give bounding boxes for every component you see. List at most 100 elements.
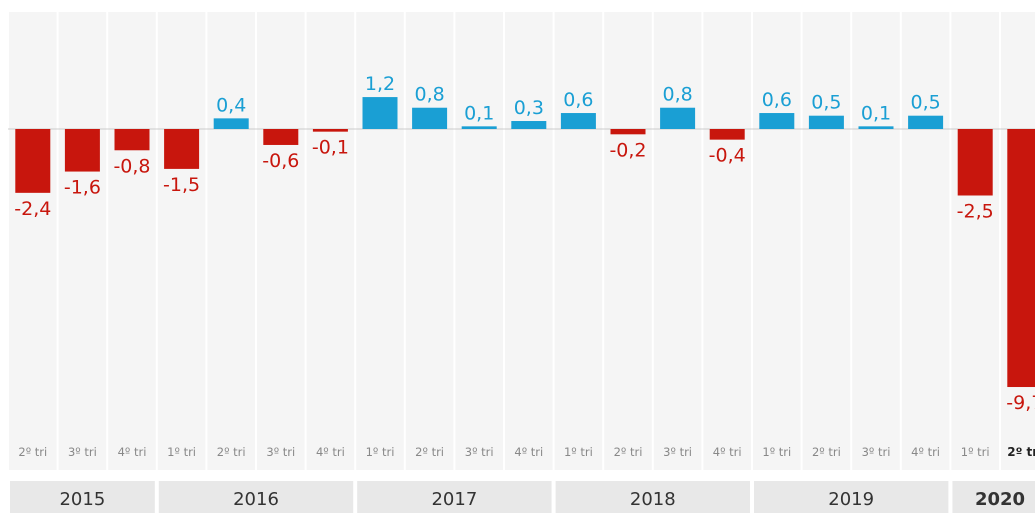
quarter-tick-label: 3º tri — [862, 445, 891, 459]
column-band — [951, 12, 999, 470]
quarter-tick-label: 2º tri — [812, 445, 841, 459]
quarter-tick-label: 4º tri — [514, 445, 543, 459]
value-label: 0,5 — [910, 92, 940, 114]
value-label: -0,2 — [609, 139, 646, 161]
bar — [114, 129, 150, 151]
column-band — [703, 12, 751, 470]
bar — [709, 129, 745, 140]
value-label: 1,2 — [365, 73, 395, 95]
quarter-tick-label: 2º tri — [1007, 445, 1035, 459]
year-label: 2018 — [630, 489, 676, 510]
column-band — [505, 12, 553, 470]
value-label: -0,6 — [262, 150, 299, 172]
value-label: -0,8 — [113, 155, 150, 177]
value-label: -2,4 — [14, 198, 51, 220]
bar — [610, 129, 646, 135]
value-label: -2,5 — [957, 201, 994, 223]
bar — [362, 97, 398, 129]
quarter-ticks-group: 2º tri 3º tri 4º tri 1º tri 2º tri 3º tri 4º t… — [18, 445, 1035, 459]
quarter-tick-label: 3º tri — [266, 445, 295, 459]
quarter-tick-label: 2º tri — [415, 445, 444, 459]
value-label: 0,5 — [811, 92, 841, 114]
quarter-tick-label: 4º tri — [713, 445, 742, 459]
quarter-tick-label: 1º tri — [961, 445, 990, 459]
column-band — [852, 12, 900, 470]
column-band — [455, 12, 503, 470]
column-band — [207, 12, 255, 470]
bar — [213, 118, 249, 129]
column-band — [306, 12, 355, 470]
column-band — [9, 12, 57, 470]
quarter-tick-label: 1º tri — [762, 445, 791, 459]
bar — [263, 129, 299, 145]
value-label: 0,1 — [464, 102, 494, 124]
quarter-tick-label: 2º tri — [18, 445, 47, 459]
quarter-tick-label: 4º tri — [911, 445, 940, 459]
year-label: 2020 — [975, 489, 1025, 510]
value-label: 0,6 — [563, 89, 593, 111]
quarter-tick-label: 4º tri — [118, 445, 147, 459]
column-band — [554, 12, 603, 470]
column-band — [58, 12, 107, 470]
column-band — [653, 12, 702, 470]
bar — [164, 129, 200, 169]
bar — [412, 107, 448, 129]
bar — [957, 129, 993, 196]
value-label: -1,5 — [163, 174, 200, 196]
value-label: 0,8 — [662, 84, 692, 106]
column-band — [753, 12, 801, 470]
bar — [908, 115, 944, 129]
value-label: -0,4 — [709, 145, 746, 167]
quarter-tick-label: 1º tri — [366, 445, 395, 459]
bar — [808, 115, 844, 129]
bar — [858, 126, 894, 129]
year-bands-group: 2015 2016 2017 2018 2019 2020 — [10, 481, 1035, 513]
column-band — [257, 12, 305, 470]
year-band — [754, 481, 949, 513]
quarter-tick-label: 2º tri — [217, 445, 246, 459]
bars-group — [15, 97, 1035, 388]
value-label: 0,3 — [514, 97, 544, 119]
column-band — [356, 12, 404, 470]
value-label: 0,1 — [861, 102, 891, 124]
value-label: 0,6 — [762, 89, 792, 111]
bar — [511, 121, 547, 129]
value-label: -0,1 — [312, 137, 349, 159]
value-label: 0,8 — [414, 84, 444, 106]
year-band — [555, 481, 750, 513]
year-label: 2017 — [431, 489, 477, 510]
bar — [1007, 129, 1035, 388]
column-band — [604, 12, 652, 470]
value-labels-group: -2,4 -1,6 -0,8 -1,5 0,4 -0,6 -0,1 1,2 0,8 0,1 0,3 0… — [14, 73, 1035, 414]
column-band — [405, 12, 454, 470]
year-label: 2016 — [233, 489, 279, 510]
year-label: 2015 — [59, 489, 105, 510]
year-band — [357, 481, 552, 513]
column-band — [802, 12, 851, 470]
quarter-tick-label: 1º tri — [564, 445, 593, 459]
value-label: 0,4 — [216, 94, 246, 116]
bar — [15, 129, 51, 193]
column-band — [108, 12, 156, 470]
column-band — [901, 12, 950, 470]
column-band — [157, 12, 206, 470]
year-label: 2019 — [828, 489, 874, 510]
bar — [312, 129, 348, 132]
value-label: -1,6 — [64, 177, 101, 199]
bar — [660, 107, 696, 129]
year-band — [10, 481, 155, 513]
quarter-tick-label: 1º tri — [167, 445, 196, 459]
quarter-tick-label: 3º tri — [465, 445, 494, 459]
quarter-tick-label: 4º tri — [316, 445, 345, 459]
bar — [64, 129, 100, 172]
bar — [560, 113, 596, 129]
quarter-tick-label: 3º tri — [663, 445, 692, 459]
quarter-tick-label: 2º tri — [614, 445, 643, 459]
year-band — [158, 481, 354, 513]
column-bands — [9, 12, 1035, 470]
year-band — [952, 481, 1035, 513]
value-label: -9,7 — [1006, 392, 1035, 414]
bar — [759, 113, 795, 129]
bar — [461, 126, 497, 129]
